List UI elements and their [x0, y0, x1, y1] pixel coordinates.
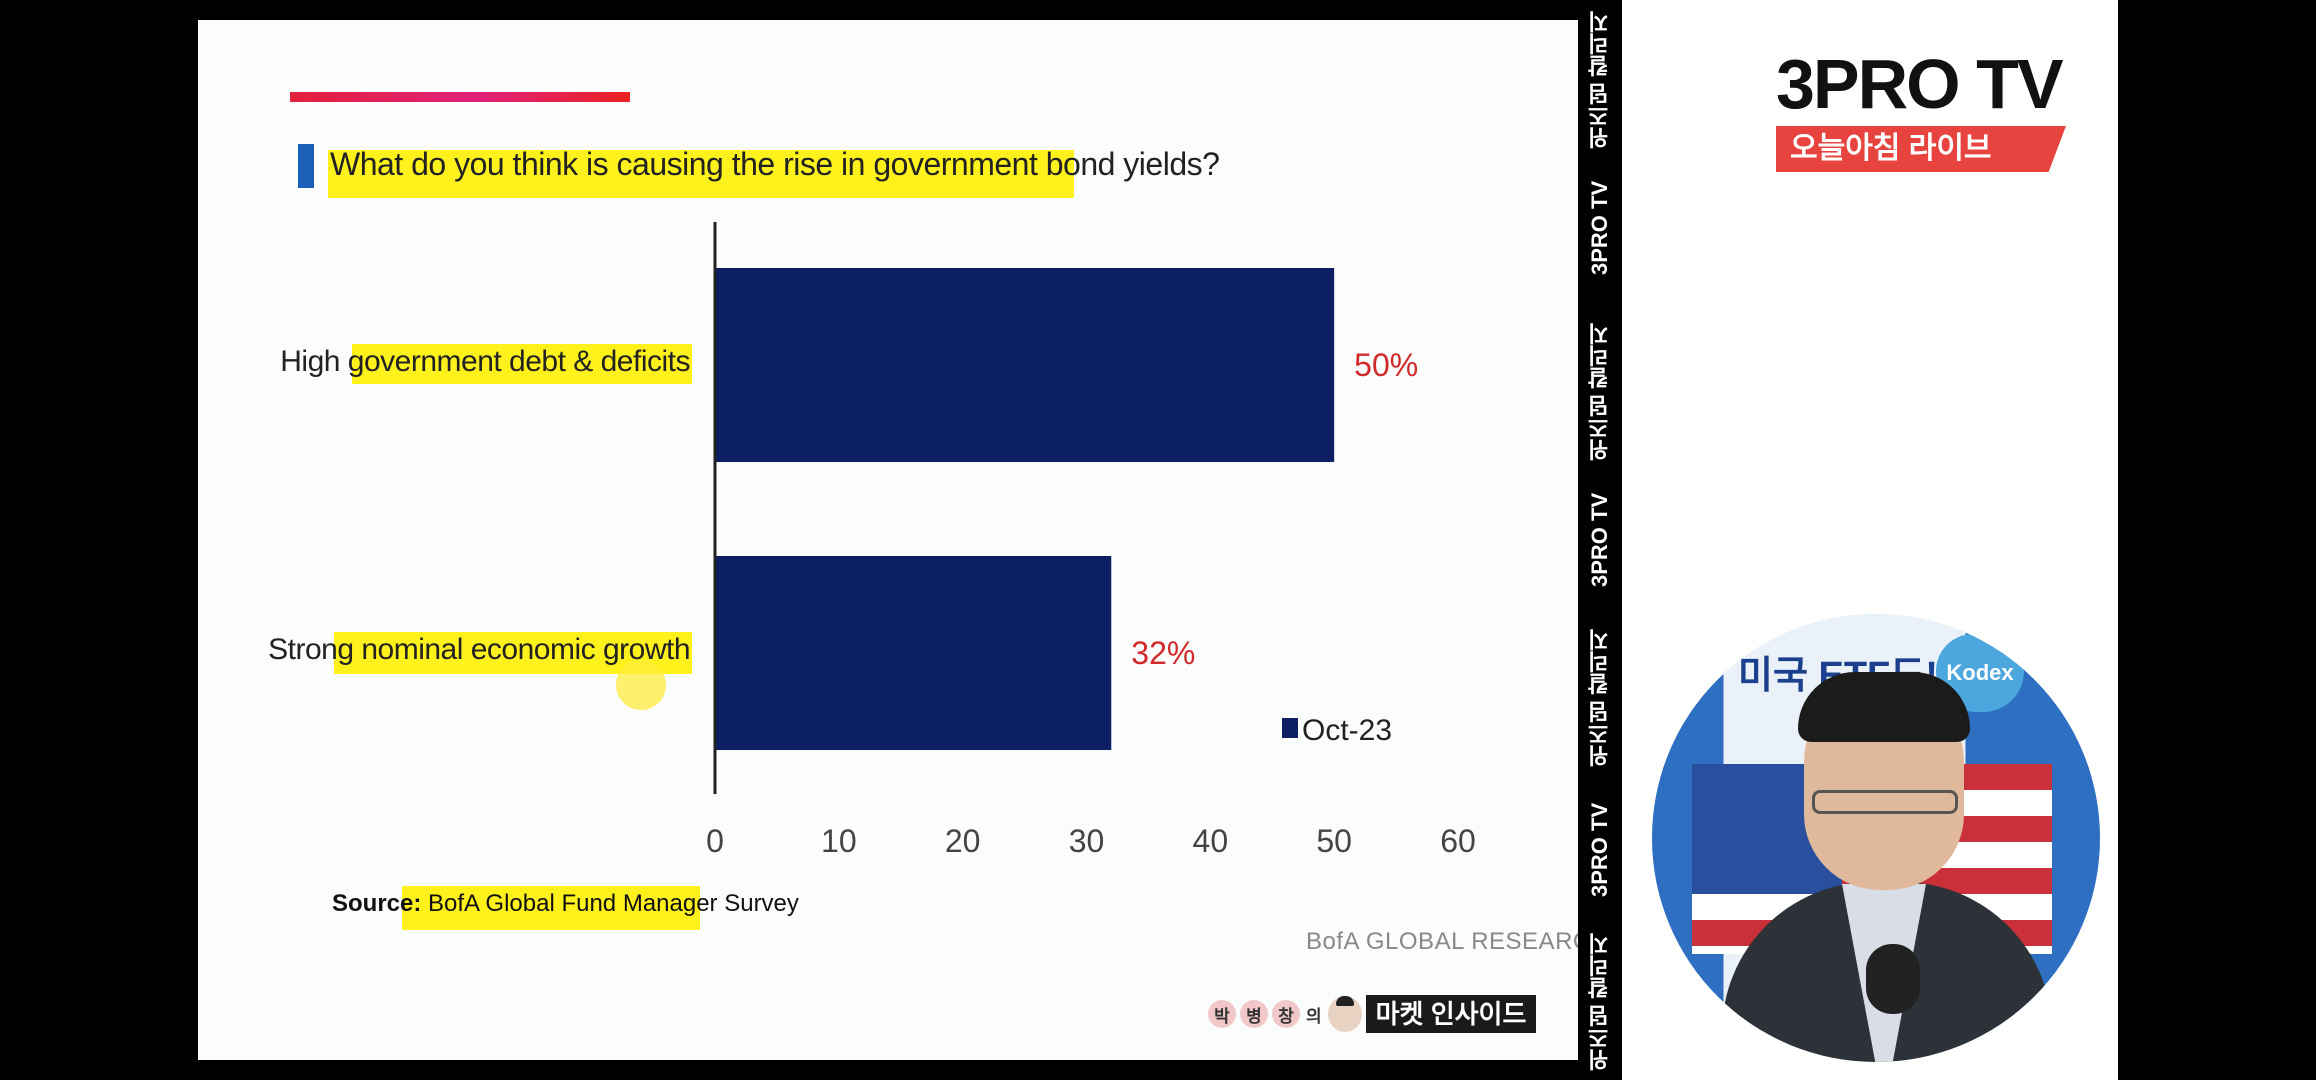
title-accent-bar: [290, 92, 630, 102]
strip-label: 3PRO TV: [1587, 492, 1612, 588]
insight-tag: 마켓 인사이드: [1365, 995, 1537, 1033]
brand-footer: BofA GLOBAL RESEARCH: [1306, 928, 1609, 955]
insight-syllable: 박: [1208, 1000, 1236, 1028]
source-line: Source: BofA Global Fund Manager Survey: [332, 890, 799, 918]
category-highlight-1: [352, 344, 692, 384]
data-label-1: 50%: [1354, 347, 1418, 383]
x-tick-label: 40: [1193, 823, 1229, 859]
x-tick-label: 0: [706, 823, 724, 859]
chart-title: What do you think is causing the rise in…: [330, 146, 1220, 182]
host-camera-feed: 미국 ETF도! Kodex: [1652, 614, 2100, 1062]
source-text: BofA Global Fund Manager Survey: [428, 890, 799, 917]
title-marker: [298, 144, 314, 188]
bar-1: [715, 268, 1335, 462]
source-label: Source:: [332, 890, 422, 917]
legend-swatch: [1282, 718, 1298, 738]
strip-label: 위즈덤 칼리지: [1587, 628, 1612, 768]
vertical-brand-strip: 위즈덤 칼리지 3PRO TV 위즈덤 칼리지 3PRO TV 위즈덤 칼리지 …: [1578, 0, 1622, 1080]
pointer-highlight-icon: [616, 660, 666, 710]
x-tick-label: 20: [945, 823, 981, 859]
legend-label: Oct-23: [1302, 714, 1392, 747]
bar-2: [715, 556, 1112, 750]
microphone-icon: [1866, 944, 1920, 1014]
host-insight-badge: 박 병 창 의 마켓 인사이드: [1208, 994, 1537, 1034]
strip-label: 위즈덤 칼리지: [1587, 10, 1612, 150]
channel-logo: 3PRO TV 오늘아침 라이브: [1776, 44, 2066, 172]
strip-label: 3PRO TV: [1587, 802, 1612, 898]
x-tick-label: 60: [1440, 823, 1476, 859]
title-highlight: [328, 150, 1074, 198]
strip-label: 위즈덤 칼리지: [1587, 322, 1612, 462]
broadcast-side-panel: 3PRO TV 오늘아침 라이브 미국 ETF도! Kodex: [1622, 0, 2118, 1080]
x-tick-label: 30: [1069, 823, 1105, 859]
category-label-1: High government debt & deficits: [280, 345, 690, 378]
logo-main-text: 3PRO TV: [1776, 45, 2064, 123]
strip-label: 위즈덤 칼리지: [1587, 932, 1612, 1072]
insight-particle: 의: [1306, 1006, 1322, 1026]
host-cartoon-icon: [1327, 996, 1362, 1032]
letterbox-right: [2118, 0, 2316, 1080]
data-label-2: 32%: [1131, 635, 1195, 671]
x-tick-label: 50: [1316, 823, 1352, 859]
insight-syllable: 창: [1272, 1000, 1300, 1028]
strip-label: 3PRO TV: [1587, 180, 1612, 276]
category-label-2: Strong nominal economic growth: [268, 633, 690, 666]
host-hair: [1798, 672, 1970, 742]
insight-syllable: 병: [1240, 1000, 1268, 1028]
logo-subtitle: 오늘아침 라이브: [1776, 126, 2066, 172]
x-tick-label: 10: [821, 823, 857, 859]
source-highlight: [402, 886, 700, 930]
host-glasses: [1812, 790, 1958, 814]
